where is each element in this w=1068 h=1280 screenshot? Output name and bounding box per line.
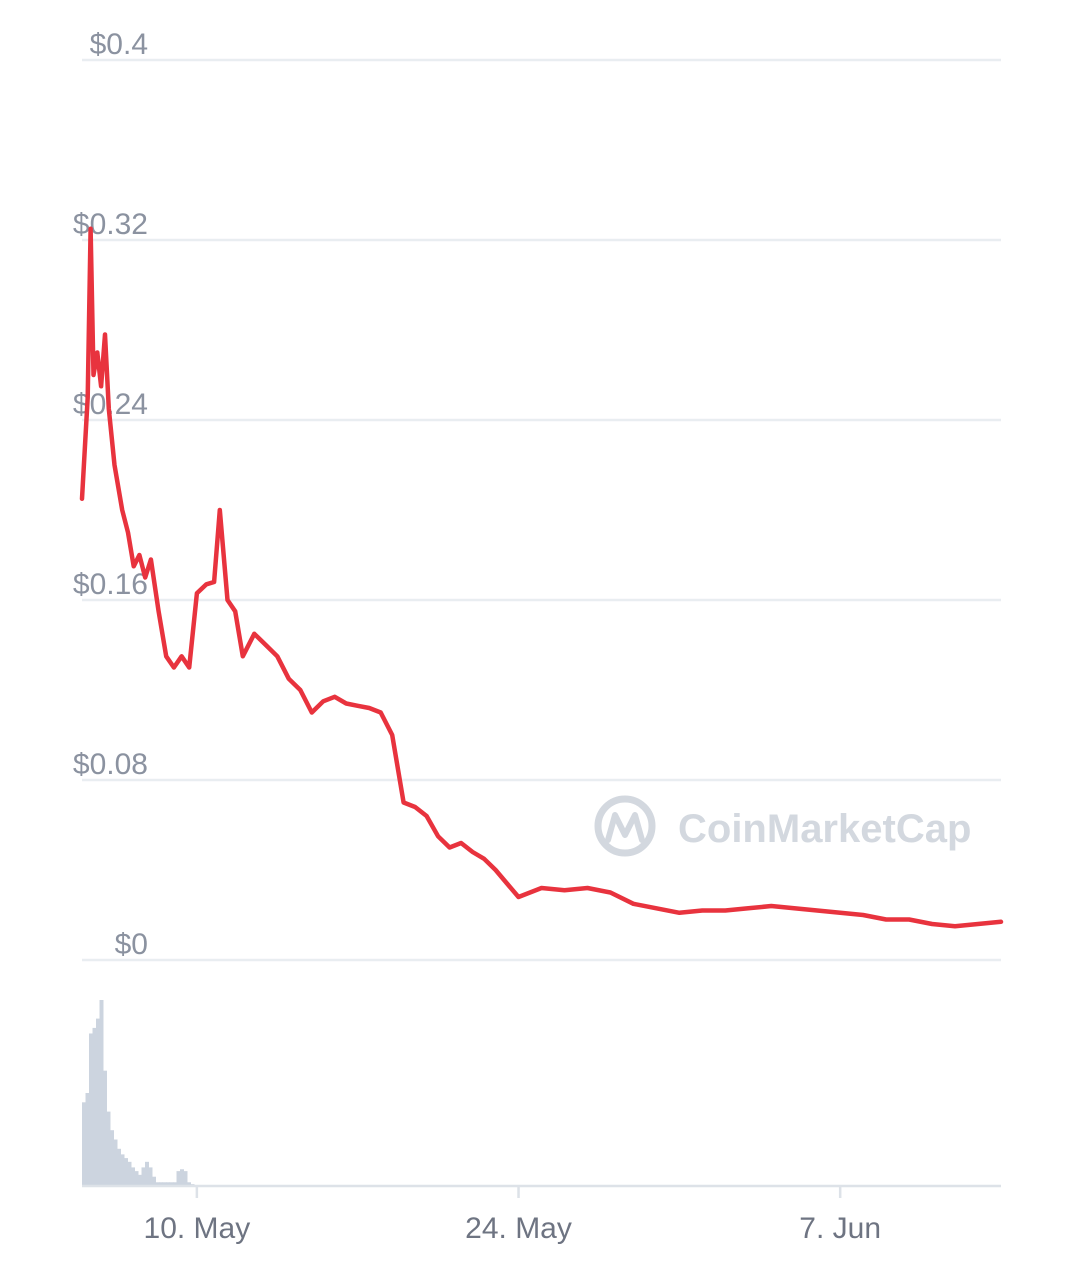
volume-bar (131, 1167, 135, 1186)
volume-bar (110, 1130, 114, 1186)
volume-bar (127, 1161, 132, 1186)
volume-bars (82, 1000, 195, 1186)
volume-bar (96, 1018, 100, 1186)
volume-bar (89, 1033, 93, 1186)
coinmarketcap-logo-mark-icon (605, 812, 645, 843)
volume-bar (103, 1070, 107, 1186)
y-tick-label: $0.4 (90, 28, 148, 61)
volume-bar (173, 1182, 177, 1186)
volume-bar (155, 1182, 160, 1186)
x-tick-label: 7. Jun (799, 1212, 881, 1245)
volume-bar (159, 1182, 163, 1186)
y-tick-label: $0.32 (73, 208, 148, 241)
coinmarketcap-watermark: CoinMarketCap (594, 795, 971, 857)
price-line (79, 226, 1004, 929)
volume-bar (152, 1176, 156, 1186)
y-tick-label: $0 (115, 928, 148, 961)
volume-bar (92, 1027, 97, 1186)
x-tick-label: 24. May (465, 1212, 572, 1245)
volume-bar (117, 1148, 121, 1186)
volume-bar (124, 1158, 128, 1186)
volume-bar (138, 1174, 142, 1186)
volume-bar (148, 1167, 153, 1186)
volume-bar (180, 1169, 184, 1186)
y-axis-ticks: $0$0.08$0.16$0.24$0.32$0.4 (73, 28, 148, 961)
volume-bar (120, 1154, 125, 1186)
volume-bar (183, 1171, 188, 1186)
y-tick-label: $0.16 (73, 568, 148, 601)
y-tick-label: $0.08 (73, 748, 148, 781)
volume-bar (82, 1102, 86, 1186)
volume-bar (134, 1171, 139, 1186)
grid-layer (82, 58, 1001, 962)
volume-bar (85, 1093, 90, 1186)
volume-bar (169, 1182, 174, 1186)
watermark-text: CoinMarketCap (678, 807, 971, 851)
coinmarketcap-logo-icon (594, 795, 656, 857)
volume-bar (99, 1000, 104, 1186)
volume-bar (162, 1182, 167, 1186)
volume-bar (113, 1139, 118, 1186)
volume-bar (187, 1182, 191, 1186)
x-tick-label: 10. May (144, 1212, 251, 1245)
price-series (79, 226, 1004, 929)
volume-bar (106, 1111, 111, 1186)
x-axis: 10. May 24. May 7. Jun (82, 1184, 1001, 1245)
volume-bar (145, 1161, 149, 1186)
volume-bar (166, 1182, 170, 1186)
volume-bar (176, 1171, 181, 1186)
volume-bar (141, 1167, 146, 1186)
